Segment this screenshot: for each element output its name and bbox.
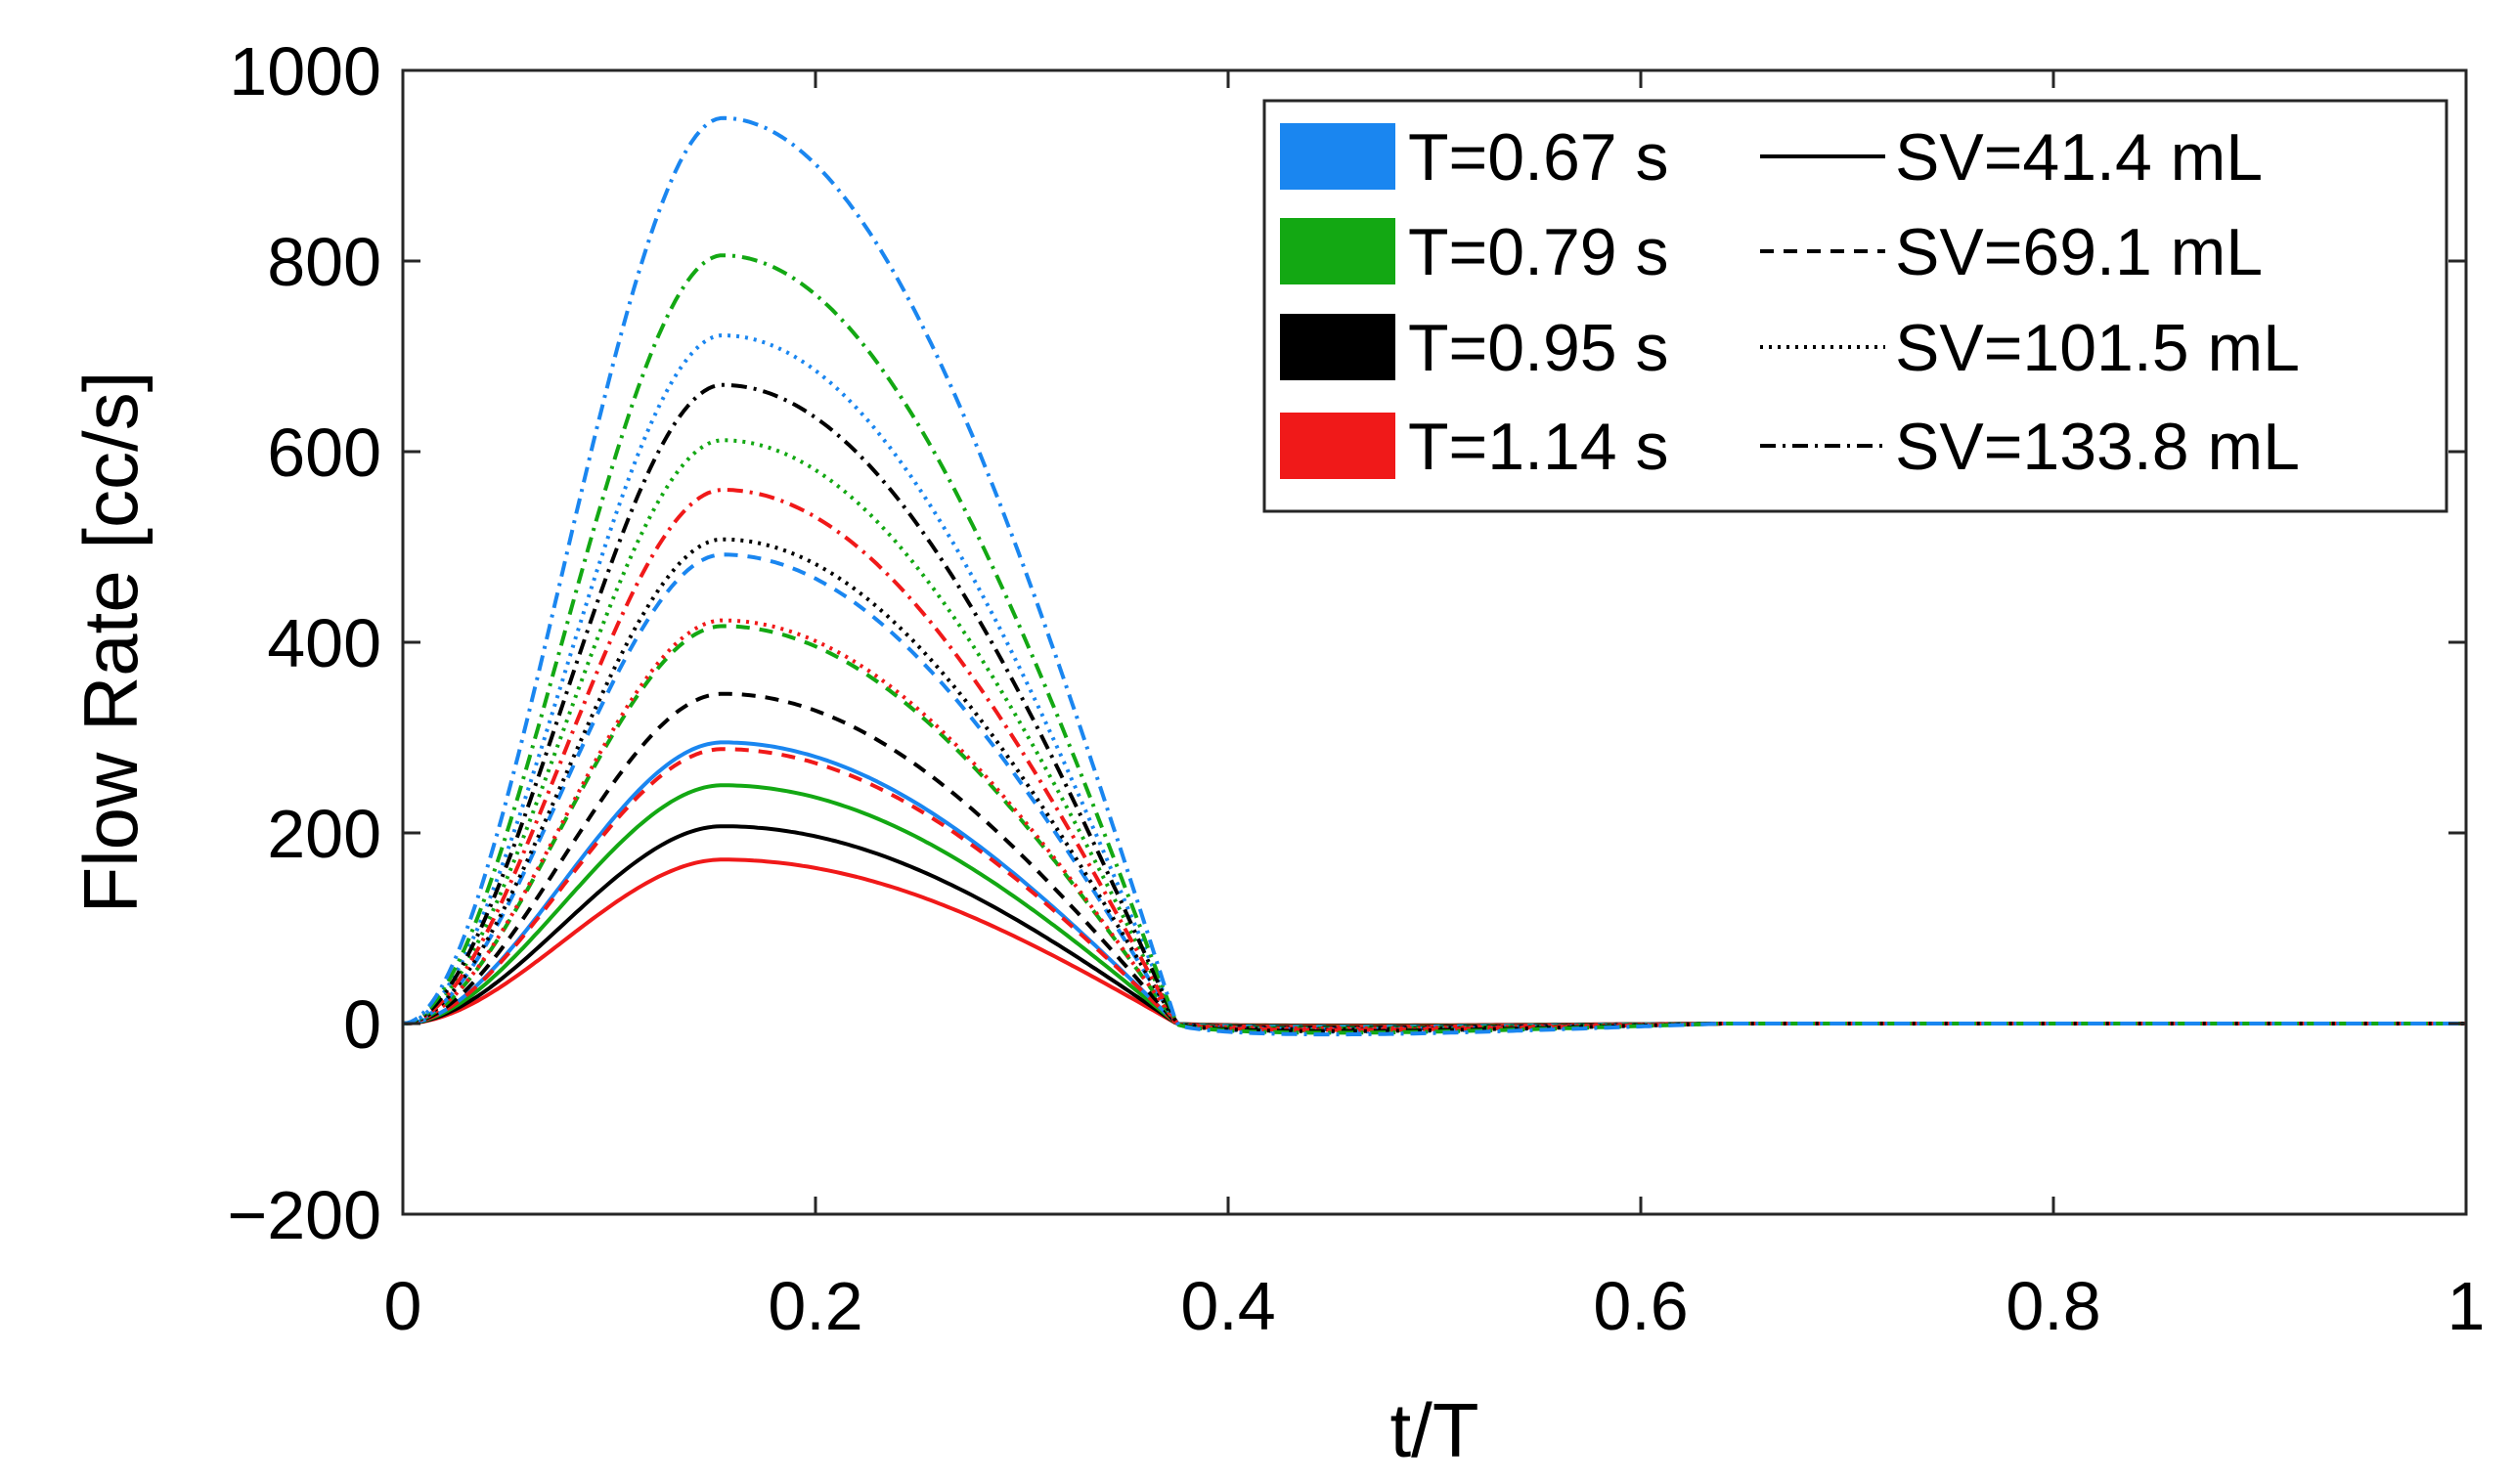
legend-box [1262, 99, 2448, 513]
y-tick-label: 0 [343, 986, 381, 1063]
legend: T=0.67 s T=0.79 s T=0.95 s T=1.14 s SV=41.4 … [1262, 99, 2448, 513]
series-layer [402, 115, 2466, 1037]
legend-color-swatch [1280, 218, 1395, 284]
legend-color-swatch [1280, 413, 1395, 479]
x-tick-label: 1 [2447, 1268, 2486, 1344]
x-axis-label: t/T [1390, 1387, 1479, 1473]
y-tick-label: 400 [267, 605, 381, 681]
legend-sv-label: SV=69.1 mL [1895, 215, 2263, 289]
series-line [402, 488, 2466, 1032]
y-tick-label: 200 [267, 796, 381, 872]
y-tick-label: −200 [227, 1177, 381, 1253]
legend-period-label: T=1.14 s [1408, 410, 1669, 484]
y-tick-label: 800 [267, 224, 381, 300]
y-axis-label: Flow Rate [cc/s] [67, 371, 154, 914]
y-tick-label: 600 [267, 415, 381, 491]
series-line [402, 333, 2466, 1034]
legend-color-swatch [1280, 123, 1395, 190]
x-tick-label: 0.6 [1593, 1268, 1688, 1344]
legend-sv-label: SV=133.8 mL [1895, 410, 2300, 484]
legend-period-label: T=0.67 s [1408, 120, 1669, 195]
x-tick-label: 0.2 [768, 1268, 862, 1344]
x-tick-label: 0.8 [2006, 1268, 2100, 1344]
y-tick-label: 1000 [229, 33, 381, 109]
series-line [402, 115, 2466, 1037]
legend-period-label: T=0.79 s [1408, 215, 1669, 289]
legend-period-label: T=0.95 s [1408, 311, 1669, 385]
legend-color-swatch [1280, 314, 1395, 380]
x-tick-label: 0 [384, 1268, 422, 1344]
series-line [402, 747, 2466, 1029]
legend-sv-label: SV=41.4 mL [1895, 120, 2263, 195]
legend-sv-label: SV=101.5 mL [1895, 311, 2300, 385]
x-tick-label: 0.4 [1180, 1268, 1275, 1344]
